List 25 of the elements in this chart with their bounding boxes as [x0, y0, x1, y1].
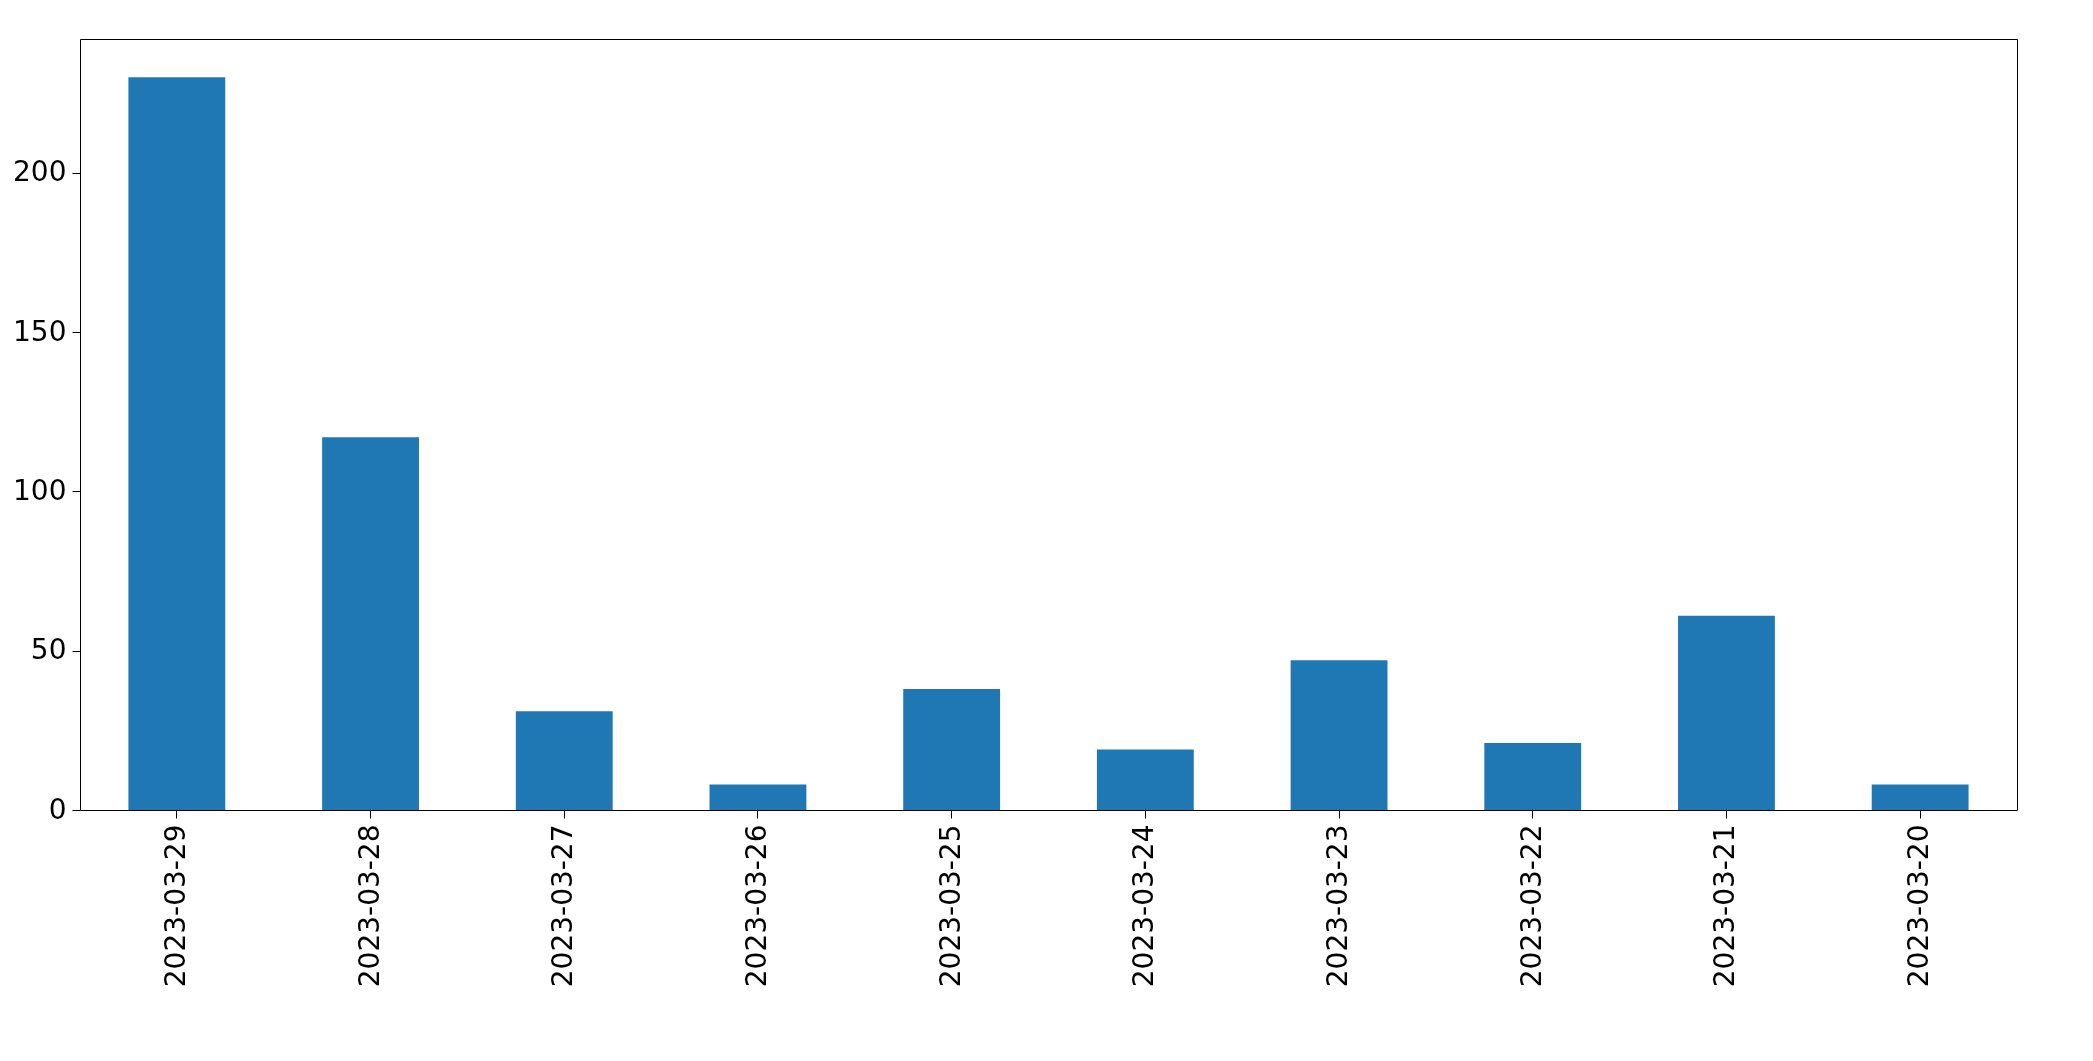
y-tick-label: 150 [13, 314, 67, 348]
bar [709, 784, 807, 810]
bar [128, 77, 226, 810]
bar [322, 437, 419, 810]
x-tick-label: 2023-03-26 [739, 824, 773, 988]
y-tick-label: 0 [48, 792, 67, 826]
bar [903, 688, 1001, 810]
bar [1484, 743, 1582, 810]
bar [1096, 749, 1194, 810]
bar [1290, 660, 1388, 810]
x-tick-label: 2023-03-23 [1321, 824, 1355, 988]
bar [1871, 784, 1969, 810]
bar [515, 711, 613, 810]
x-tick-label: 2023-03-25 [933, 824, 967, 988]
x-tick-label: 2023-03-29 [158, 824, 192, 988]
x-tick-label: 2023-03-24 [1127, 824, 1161, 988]
y-tick-label: 100 [13, 473, 67, 507]
x-tick-label: 2023-03-22 [1514, 824, 1548, 988]
x-tick-label: 2023-03-20 [1902, 824, 1936, 988]
y-tick-label: 200 [13, 155, 67, 189]
x-tick-label: 2023-03-27 [546, 824, 580, 988]
x-tick-label: 2023-03-21 [1708, 824, 1742, 988]
x-tick-label: 2023-03-28 [352, 824, 386, 988]
y-tick-label: 50 [30, 633, 67, 667]
bar [1678, 615, 1775, 810]
